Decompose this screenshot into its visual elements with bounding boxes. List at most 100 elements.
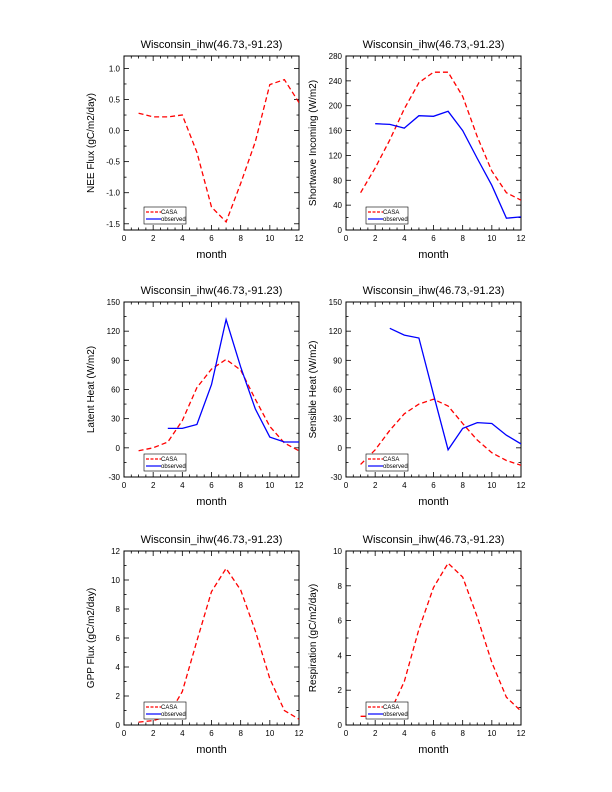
x-axis-label: month: [196, 496, 227, 508]
plot-frame: [345, 55, 522, 231]
y-tick-label: 0: [338, 226, 343, 235]
y-axis-label: Respiration (gC/m2/day): [308, 584, 319, 692]
y-tick-label: 120: [329, 327, 343, 336]
legend-label: CASA: [161, 457, 177, 463]
y-axis-label: Latent Heat (W/m2): [86, 346, 97, 433]
x-tick-label: 0: [344, 481, 349, 490]
x-tick-label: 2: [373, 481, 378, 490]
x-tick-label: 4: [180, 481, 185, 490]
x-tick-label: 10: [265, 481, 274, 490]
x-axis-label: month: [196, 744, 227, 756]
x-tick-label: 6: [431, 481, 436, 490]
x-tick-label: 0: [344, 234, 349, 243]
series-line-casa: [360, 398, 521, 466]
y-tick-label: 240: [329, 77, 343, 86]
series-group: [138, 78, 299, 224]
legend-label: CASA: [383, 705, 399, 711]
series-line-casa: [138, 358, 299, 452]
x-tick-label: 6: [209, 481, 214, 490]
chart-title: Wisconsin_ihw(46.73,-91.23): [141, 39, 283, 51]
x-tick-label: 4: [402, 481, 407, 490]
x-tick-label: 10: [487, 729, 496, 738]
y-tick-label: 150: [329, 298, 343, 307]
series-group: [138, 567, 299, 723]
series-line-observed: [375, 110, 521, 219]
legend-label: observed: [383, 712, 408, 718]
x-axis-label: month: [418, 496, 449, 508]
y-tick-label: 60: [111, 386, 120, 395]
y-tick-label: -1.5: [106, 220, 120, 229]
chart-panel: Wisconsin_ihw(46.73,-91.23)0 2 4 6 8 10 12-300…: [86, 285, 304, 508]
y-axis-label: NEE Flux (gC/m2/day): [86, 93, 97, 193]
y-tick-label: -1.0: [106, 189, 120, 198]
legend-box: [365, 206, 409, 225]
x-tick-label: 12: [517, 729, 526, 738]
x-tick-label: 4: [402, 729, 407, 738]
legend-box: [365, 453, 409, 472]
chart-title: Wisconsin_ihw(46.73,-91.23): [363, 39, 505, 51]
x-tick-label: 8: [238, 729, 243, 738]
x-tick-label: 6: [209, 729, 214, 738]
x-tick-label: 6: [431, 234, 436, 243]
y-tick-label: 0: [338, 444, 343, 453]
y-tick-label: 6: [116, 634, 121, 643]
x-tick-label: 8: [238, 234, 243, 243]
series-line-casa: [138, 567, 299, 723]
x-tick-label: 8: [238, 481, 243, 490]
y-tick-label: 8: [338, 582, 343, 591]
x-tick-label: 8: [460, 481, 465, 490]
y-tick-label: 90: [111, 356, 120, 365]
chart-title: Wisconsin_ihw(46.73,-91.23): [141, 285, 283, 297]
x-tick-label: 4: [180, 729, 185, 738]
y-tick-label: 150: [107, 298, 121, 307]
x-tick-label: 2: [373, 729, 378, 738]
legend-label: CASA: [161, 210, 177, 216]
y-tick-label: 60: [333, 386, 342, 395]
x-tick-label: 0: [122, 234, 127, 243]
legend-label: observed: [161, 712, 186, 718]
y-tick-label: 40: [333, 201, 342, 210]
x-axis-label: month: [418, 249, 449, 261]
series-group: [360, 71, 521, 219]
series-line-observed: [167, 316, 299, 443]
x-tick-label: 4: [180, 234, 185, 243]
x-axis-label: month: [418, 744, 449, 756]
x-tick-label: 6: [431, 729, 436, 738]
plot-frame: [123, 301, 300, 478]
y-tick-label: 80: [333, 176, 342, 185]
y-tick-label: 12: [111, 547, 120, 556]
y-tick-label: 0: [116, 444, 121, 453]
x-tick-label: 2: [151, 234, 156, 243]
series-group: [360, 327, 521, 466]
legend-label: observed: [161, 217, 186, 223]
y-tick-label: 0: [116, 721, 121, 730]
y-tick-label: 4: [338, 651, 343, 660]
series-line-casa: [360, 71, 521, 201]
chart-panel: Wisconsin_ihw(46.73,-91.23) 0 2 4 6 8 10 12 0 2 4 6…: [308, 534, 526, 756]
legend-label: observed: [383, 464, 408, 470]
x-tick-label: 6: [209, 234, 214, 243]
x-tick-label: 10: [265, 729, 274, 738]
chart-title: Wisconsin_ihw(46.73,-91.23): [141, 534, 283, 546]
plot-frame: [345, 301, 522, 478]
x-tick-label: 0: [122, 481, 127, 490]
y-tick-label: 10: [333, 547, 342, 556]
x-tick-label: 12: [295, 729, 304, 738]
chart-panel: Wisconsin_ihw(46.73,-91.23)0 2 4 6 8 10 12-300…: [308, 285, 526, 508]
y-axis-label: GPP Flux (gC/m2/day): [86, 588, 97, 688]
x-tick-label: 2: [373, 234, 378, 243]
x-axis-label: month: [196, 249, 227, 261]
series-group: [138, 316, 299, 452]
x-tick-label: 0: [344, 729, 349, 738]
legend-box: [143, 701, 187, 720]
legend-box: [143, 453, 187, 472]
x-tick-label: 12: [295, 234, 304, 243]
y-tick-label: 0.0: [109, 127, 121, 136]
y-tick-label: 0: [338, 721, 343, 730]
plot-frame: [123, 550, 300, 726]
